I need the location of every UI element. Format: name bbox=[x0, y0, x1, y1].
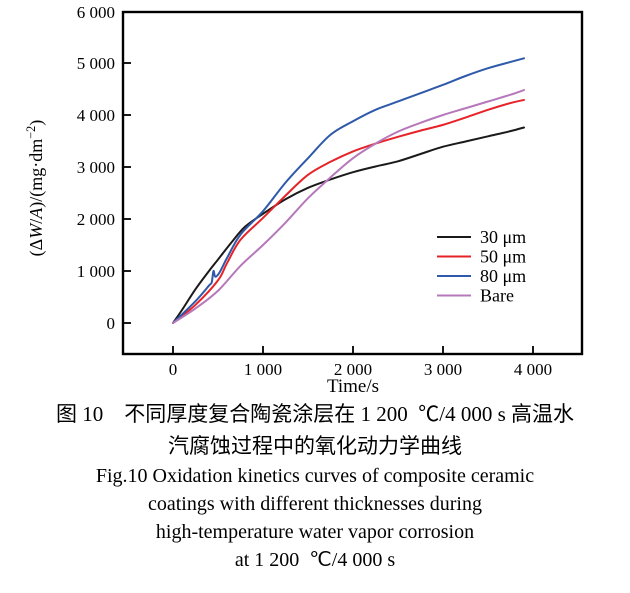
close-paren: ) bbox=[26, 119, 46, 126]
curve-bare bbox=[172, 89, 525, 324]
curve-30um bbox=[172, 126, 525, 324]
legend-label-80um: 80 μm bbox=[480, 266, 526, 286]
x-tick-label: 0 bbox=[169, 360, 178, 379]
delta-w-symbol: W bbox=[26, 223, 46, 239]
unit-text: )/(mg·dm bbox=[26, 138, 46, 208]
x-axis-title: Time/s bbox=[327, 376, 379, 397]
y-tick-label: 0 bbox=[107, 314, 116, 333]
y-tick-label: 6 000 bbox=[77, 3, 115, 22]
curve-80um bbox=[172, 57, 525, 324]
legend-label-bare: Bare bbox=[480, 286, 514, 306]
caption-en-line2: coatings with different thicknesses duri… bbox=[147, 493, 482, 515]
y-axis-title: (ΔW/A)/(mg·dm−2) bbox=[20, 38, 46, 338]
x-tick-label: 4 000 bbox=[514, 360, 552, 379]
caption-en-line4: at 1 200 ℃/4 000 s bbox=[234, 549, 396, 571]
legend-label-30um: 30 μm bbox=[480, 227, 526, 247]
x-tick-label: 2 000 bbox=[334, 360, 372, 379]
unit-exponent: −2 bbox=[24, 125, 38, 139]
caption-zh-line1: 图 10 不同厚度复合陶瓷涂层在 1 200 ℃/4 000 s 高温水 bbox=[55, 402, 574, 426]
y-tick-label: 5 000 bbox=[77, 54, 115, 73]
y-tick-label: 4 000 bbox=[77, 106, 115, 125]
curve-50um bbox=[172, 98, 525, 324]
caption-en-line3: high-temperature water vapor corrosion bbox=[155, 521, 475, 543]
slash: / bbox=[26, 218, 46, 224]
y-tick-label: 3 000 bbox=[77, 158, 115, 177]
caption-zh-line2: 汽腐蚀过程中的氧化动力学曲线 bbox=[168, 434, 462, 458]
legend-label-50um: 50 μm bbox=[480, 247, 526, 267]
chart-svg: 0 1 000 2 000 3 000 4 000 0 1 000 2 000 3 000 4 0… bbox=[77, 3, 584, 397]
x-tick-label: 3 000 bbox=[424, 360, 462, 379]
caption-en-line1: Fig.10 Oxidation kinetics curves of comp… bbox=[95, 465, 535, 487]
oxidation-kinetics-chart: 0 1 000 2 000 3 000 4 000 0 1 000 2 000 3 000 4 0… bbox=[20, 3, 584, 397]
caption-block: 图 10 不同厚度复合陶瓷涂层在 1 200 ℃/4 000 s 高温水 汽腐蚀… bbox=[0, 398, 630, 574]
y-tick-label: 1 000 bbox=[77, 262, 115, 281]
y-tick-label: 2 000 bbox=[77, 210, 115, 229]
area-symbol: A bbox=[26, 207, 46, 219]
x-tick-label: 1 000 bbox=[244, 360, 282, 379]
y-axis-title-text: (Δ bbox=[26, 238, 46, 257]
